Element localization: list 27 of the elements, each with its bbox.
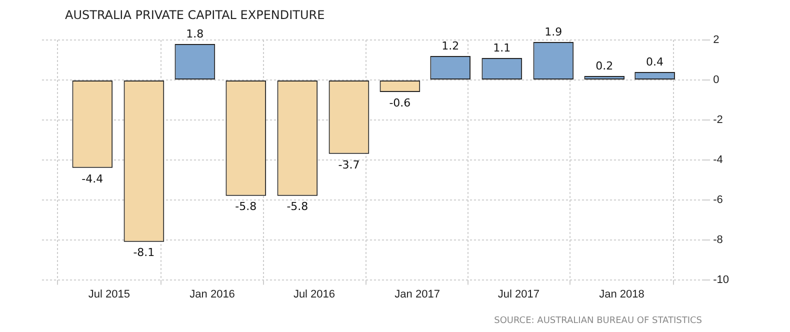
x-tick-label: Jul 2017	[498, 288, 540, 300]
data-label: -0.6	[389, 96, 411, 110]
data-label: 1.2	[442, 39, 460, 52]
data-label: 1.9	[544, 25, 562, 38]
y-tick-label: -8	[713, 234, 723, 246]
y-tick-label: -6	[713, 194, 723, 206]
x-tick-label: Jan 2017	[394, 288, 440, 300]
y-tick-label: -2	[713, 114, 723, 126]
data-label: -3.7	[338, 158, 360, 172]
data-label: -8.1	[133, 246, 155, 260]
data-label: -5.8	[286, 200, 308, 214]
x-tick-label: Jan 2018	[599, 288, 644, 300]
chart-title: AUSTRALIA PRIVATE CAPITAL EXPENDITURE	[65, 8, 325, 22]
data-label: -4.4	[82, 172, 104, 186]
x-tick-label: Jan 2016	[190, 288, 235, 300]
x-tick-label: Jul 2015	[88, 288, 130, 300]
data-label: 1.1	[493, 41, 511, 54]
data-label: -5.8	[235, 200, 257, 214]
data-label: 0.2	[596, 59, 614, 72]
y-tick-label: 2	[713, 34, 720, 46]
data-label: 1.8	[186, 27, 204, 40]
source-note: SOURCE: AUSTRALIAN BUREAU OF STATISTICS	[494, 316, 702, 326]
x-tick-label: Jul 2016	[293, 288, 336, 300]
data-label: 0.4	[646, 55, 664, 68]
y-tick-label: -10	[713, 274, 730, 286]
y-tick-label: 0	[713, 74, 720, 86]
y-tick-label: -4	[713, 154, 723, 166]
